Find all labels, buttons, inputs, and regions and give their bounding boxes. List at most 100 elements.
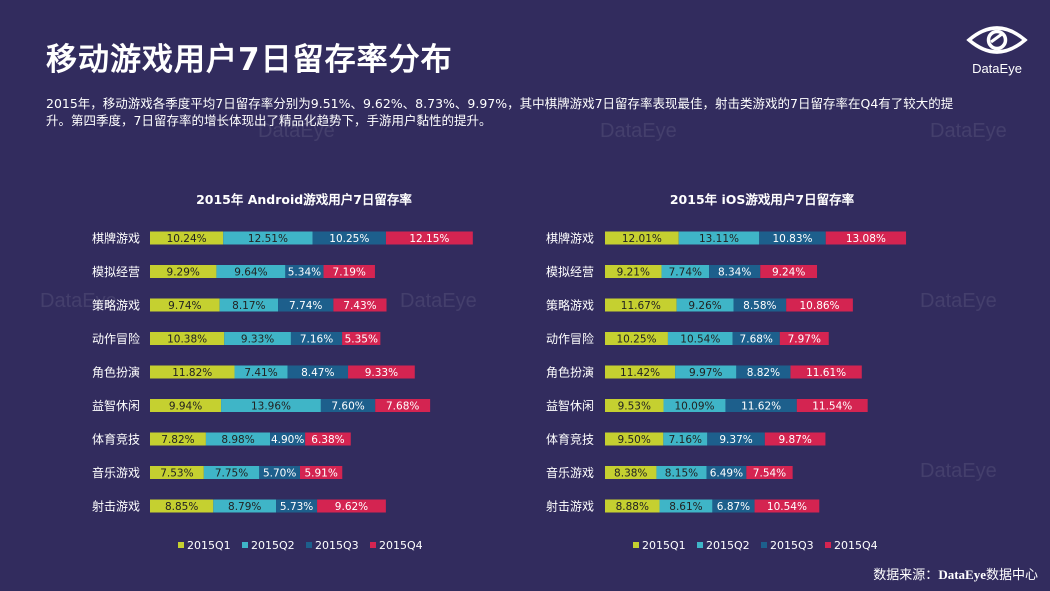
android-category-label: 射击游戏	[92, 499, 140, 514]
eye-logo-icon	[966, 26, 1028, 54]
watermark-1: DataEye	[258, 120, 335, 142]
android-bar-2015q4	[305, 432, 351, 446]
watermark-3: DataEye	[930, 120, 1007, 142]
android-bar-2015q3	[276, 499, 318, 513]
ios-bar-2015q1	[605, 499, 660, 513]
ios-data-label: 10.54%	[680, 334, 720, 346]
android-bar-2015q2	[213, 499, 277, 513]
android-data-label: 10.24%	[167, 233, 207, 245]
ios-bar-2015q2	[661, 265, 710, 278]
android-data-label: 7.60%	[331, 401, 364, 413]
ios-data-label: 9.21%	[617, 267, 650, 279]
ios-data-label: 11.61%	[806, 367, 846, 379]
ios-data-label: 11.54%	[812, 401, 852, 413]
android-bar-2015q1	[150, 298, 220, 312]
android-category-label: 策略游戏	[92, 298, 140, 313]
android-data-label: 5.73%	[280, 501, 313, 513]
android-data-label: 9.62%	[335, 501, 368, 513]
android-category-label: 音乐游戏	[92, 465, 140, 480]
android-data-label: 5.35%	[345, 334, 378, 346]
page-title: 移动游戏用户7日留存率分布	[46, 42, 453, 78]
android-bar-2015q4	[333, 298, 387, 312]
ios-data-label: 10.86%	[800, 300, 840, 312]
android-bar-2015q2	[216, 265, 286, 278]
ios-bar-2015q1	[605, 332, 668, 345]
android-bar-2015q3	[270, 432, 306, 446]
android-bar-2015q3	[278, 298, 334, 312]
ios-bar-2015q2	[678, 231, 760, 245]
source-suffix: 数据中心	[985, 568, 1038, 583]
android-data-label: 4.90%	[271, 434, 304, 446]
ios-bar-2015q3	[732, 332, 780, 345]
summary-text: 2015年，移动游戏各季度平均7日留存率分别为9.51%、9.62%、8.73%…	[46, 96, 954, 128]
android-bar-2015q2	[221, 399, 321, 412]
ios-data-label: 6.87%	[717, 501, 750, 513]
android-data-label: 7.53%	[160, 468, 193, 480]
ios-legend-swatch	[761, 542, 767, 548]
android-data-label: 5.70%	[263, 468, 296, 480]
ios-chart-title: 2015年 iOS游戏用户7日留存率	[669, 192, 855, 207]
android-bar-2015q3	[290, 332, 343, 345]
ios-data-label: 8.38%	[614, 468, 647, 480]
ios-bar-2015q3	[759, 231, 826, 245]
ios-data-label: 8.82%	[747, 367, 780, 379]
ios-legend-label: 2015Q3	[770, 539, 814, 552]
ios-bar-2015q4	[786, 298, 853, 312]
android-data-label: 9.33%	[241, 334, 274, 346]
android-bar-2015q4	[317, 499, 386, 513]
android-data-label: 9.33%	[365, 367, 398, 379]
ios-data-label: 7.16%	[669, 434, 702, 446]
ios-bar-2015q2	[667, 332, 733, 345]
ios-data-label: 12.01%	[622, 233, 662, 245]
android-bar-2015q1	[150, 231, 224, 245]
android-legend-swatch	[306, 542, 312, 548]
android-data-label: 9.29%	[167, 267, 200, 279]
ios-bar-2015q4	[790, 365, 862, 379]
ios-data-label: 11.67%	[621, 300, 661, 312]
android-legend-label: 2015Q3	[315, 539, 359, 552]
ios-data-label: 9.24%	[772, 267, 805, 279]
ios-bar-2015q3	[707, 432, 765, 446]
ios-bar-2015q2	[663, 399, 726, 412]
android-bar-2015q1	[150, 432, 206, 446]
android-legend-swatch	[370, 542, 376, 548]
ios-bar-2015q1	[605, 365, 676, 379]
ios-data-label: 7.68%	[740, 334, 773, 346]
android-bar-2015q3	[259, 466, 301, 479]
ios-category-label: 角色扮演	[546, 365, 594, 380]
android-data-label: 8.85%	[165, 501, 198, 513]
ios-legend-swatch	[633, 542, 639, 548]
android-bar-2015q3	[287, 365, 349, 379]
ios-data-label: 7.54%	[753, 468, 786, 480]
android-bar-2015q1	[150, 399, 222, 412]
android-data-label: 10.38%	[167, 334, 207, 346]
android-category-label: 角色扮演	[92, 365, 140, 380]
android-chart: 棋牌游戏 10.24% 12.51% 10.25% 12.15% 模拟经营 9.29% 9.6…	[92, 231, 473, 552]
ios-category-label: 射击游戏	[546, 499, 594, 514]
ios-bar-2015q3	[736, 365, 791, 379]
source-prefix: 数据来源：	[873, 568, 939, 583]
android-data-label: 10.25%	[329, 233, 369, 245]
android-data-label: 7.43%	[343, 300, 376, 312]
android-data-label: 9.94%	[169, 401, 202, 413]
ios-data-label: 9.87%	[778, 434, 811, 446]
android-data-label: 13.96%	[251, 401, 291, 413]
ios-bar-2015q1	[605, 399, 664, 412]
ios-data-label: 8.15%	[665, 468, 698, 480]
watermark-7: DataEye	[920, 460, 997, 482]
ios-bar-2015q3	[712, 499, 755, 513]
ios-data-label: 7.97%	[788, 334, 821, 346]
ios-bar-2015q1	[605, 265, 662, 278]
android-legend-label: 2015Q1	[187, 539, 231, 552]
ios-legend-swatch	[697, 542, 703, 548]
android-data-label: 6.38%	[311, 434, 344, 446]
android-bar-2015q1	[150, 332, 225, 345]
ios-data-label: 8.88%	[616, 501, 649, 513]
ios-data-label: 13.08%	[846, 233, 886, 245]
android-bar-2015q2	[219, 298, 279, 312]
ios-bar-2015q3	[706, 466, 747, 479]
android-data-label: 8.17%	[232, 300, 265, 312]
android-category-label: 体育竞技	[92, 432, 140, 447]
android-category-label: 动作冒险	[92, 331, 140, 346]
